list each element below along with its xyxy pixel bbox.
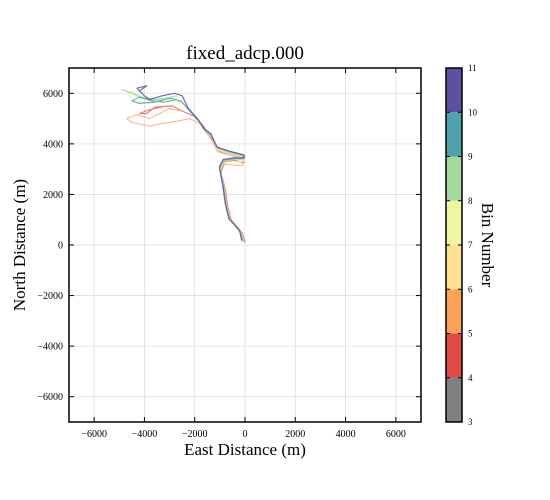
colorbar-tick-label: 5 xyxy=(468,329,473,339)
grid xyxy=(69,68,421,422)
x-tick-label: 4000 xyxy=(336,429,356,440)
series-group xyxy=(121,85,246,243)
colorbar-tick-label: 4 xyxy=(468,373,473,383)
colorbar-segment-0 xyxy=(446,377,462,422)
colorbar-segment-5 xyxy=(446,156,462,201)
colorbar-segment-3 xyxy=(446,245,462,290)
x-tick-label: −2000 xyxy=(182,429,208,440)
x-axis-label: East Distance (m) xyxy=(184,440,306,459)
y-tick-label: −4000 xyxy=(37,342,63,353)
plot-area: −6000 −4000 −2000 0 2000 4000 6000 −6000 −4000 −2… xyxy=(37,67,422,440)
colorbar-segment-4 xyxy=(446,200,462,245)
colorbar-segment-1 xyxy=(446,333,462,378)
x-tick-label: 0 xyxy=(243,429,248,440)
y-tick-label: 0 xyxy=(58,241,63,252)
colorbar-tick-label: 11 xyxy=(468,63,477,73)
colorbar-label: Bin Number xyxy=(478,203,497,288)
series-line-5 xyxy=(136,85,245,241)
colorbar-tick-label: 3 xyxy=(468,417,473,427)
y-tick-label: −6000 xyxy=(37,392,63,403)
y-tick-label: 4000 xyxy=(43,139,63,150)
axis-ticks: −6000 −4000 −2000 0 2000 4000 6000 −6000 −4000 −2… xyxy=(37,68,421,440)
colorbar-segment-6 xyxy=(446,112,462,157)
colorbar-tick-label: 9 xyxy=(468,152,473,162)
colorbar-tick-label: 6 xyxy=(468,284,473,294)
x-tick-label: 2000 xyxy=(285,429,305,440)
colorbar-segment-7 xyxy=(446,68,462,113)
chart-title: fixed_adcp.000 xyxy=(186,43,304,64)
x-tick-label: −6000 xyxy=(81,429,107,440)
x-tick-label: 6000 xyxy=(386,429,406,440)
y-tick-label: 2000 xyxy=(43,190,63,201)
y-tick-label: 6000 xyxy=(43,89,63,100)
colorbar-tick-label: 10 xyxy=(468,107,478,117)
colorbar: 3 4 5 6 7 8 9 10 11 xyxy=(445,63,478,427)
y-axis-label: North Distance (m) xyxy=(10,179,29,311)
x-tick-label: −4000 xyxy=(132,429,158,440)
y-tick-label: −2000 xyxy=(37,291,63,302)
colorbar-tick-label: 7 xyxy=(468,240,473,250)
colorbar-tick-label: 8 xyxy=(468,196,473,206)
colorbar-segment-2 xyxy=(446,289,462,334)
